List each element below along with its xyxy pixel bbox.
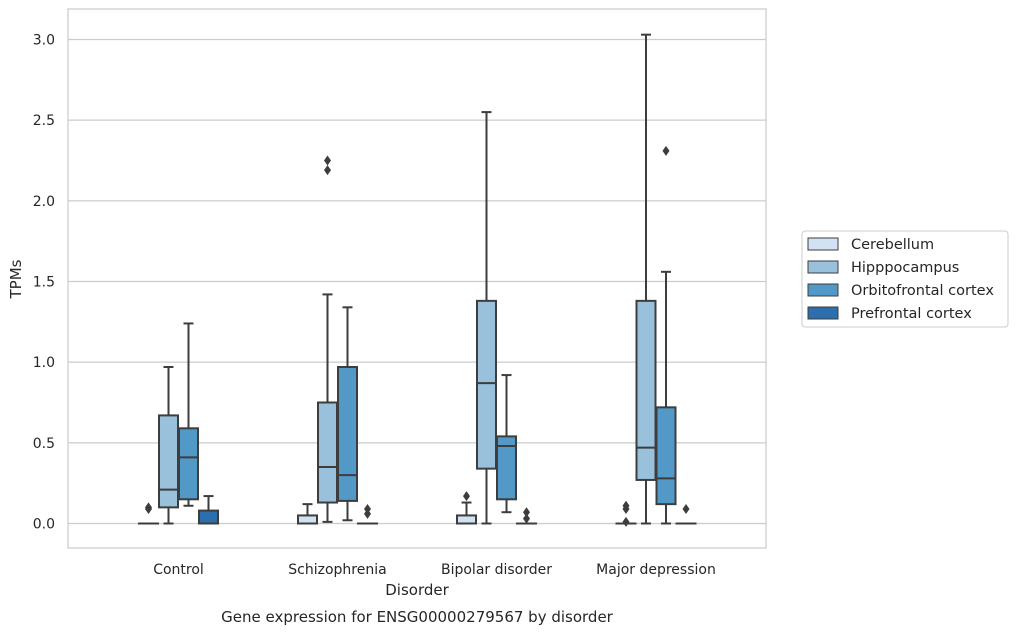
- x-tick-label: Control: [153, 562, 204, 578]
- box-hipppocampus-control: [158, 366, 179, 525]
- box-iqr: [198, 509, 219, 525]
- legend-frame: [801, 230, 1009, 328]
- legend-swatch: [807, 283, 839, 297]
- box-iqr: [178, 427, 199, 501]
- legend-label: Hipppocampus: [851, 260, 959, 276]
- y-axis-ticks: 0.0 0.5 1.0 1.5 2.0 2.5 3.0: [33, 33, 55, 533]
- boxes: [138, 33, 697, 527]
- y-tick-label: 2.5: [33, 113, 55, 129]
- x-axis-label: Disorder: [385, 581, 449, 599]
- y-tick-label: 3.0: [33, 33, 55, 49]
- box-hipppocampus-bipolar-disorder: [476, 111, 497, 525]
- legend-label: Cerebellum: [851, 237, 934, 253]
- box-orbitofrontal-cortex-control: [178, 322, 199, 507]
- box-iqr: [337, 366, 358, 502]
- box-cerebellum-schizophrenia: [297, 503, 318, 525]
- box-cerebellum-control: [138, 502, 159, 525]
- outlier-point: [682, 503, 690, 514]
- y-tick-label: 2.0: [33, 194, 55, 210]
- plot-frame: [67, 8, 767, 549]
- legend-swatch: [807, 306, 839, 320]
- legend-swatch: [807, 237, 839, 251]
- box-iqr: [317, 401, 338, 504]
- box-orbitofrontal-cortex-schizophrenia: [337, 306, 358, 522]
- x-axis-ticks: Control Schizophrenia Bipolar disorder Majo…: [153, 562, 716, 578]
- legend-entry-prefrontal-cortex: Prefrontal cortex: [807, 306, 972, 322]
- box-hipppocampus-major-depression: [635, 33, 657, 525]
- legend-entry-orbitofrontal-cortex: Orbitofrontal cortex: [807, 283, 994, 299]
- legend-label: Prefrontal cortex: [851, 306, 972, 322]
- legend-label: Orbitofrontal cortex: [851, 283, 994, 299]
- box-iqr: [158, 414, 179, 509]
- box-iqr: [496, 435, 517, 501]
- box-prefrontal-cortex-control: [198, 495, 219, 525]
- legend-entry-hippocampus: Hipppocampus: [807, 260, 959, 276]
- x-tick-label: Schizophrenia: [288, 562, 386, 578]
- box-orbitofrontal-cortex-bipolar-disorder: [496, 374, 517, 514]
- box-hipppocampus-schizophrenia: [317, 155, 338, 523]
- box-orbitofrontal-cortex-major-depression: [655, 145, 677, 525]
- box-prefrontal-cortex-major-depression: [675, 503, 697, 525]
- y-axis-label: TPMs: [7, 259, 25, 299]
- outlier-point: [145, 502, 152, 513]
- outlier-point: [622, 516, 630, 527]
- y-tick-label: 1.5: [33, 275, 55, 291]
- outlier-point: [523, 513, 530, 524]
- box-iqr: [635, 299, 657, 481]
- box-iqr: [456, 514, 477, 525]
- outlier-point: [523, 507, 530, 518]
- legend-entry-cerebellum: Cerebellum: [807, 237, 934, 253]
- legend: Cerebellum Hipppocampus Orbitofrontal co…: [801, 230, 1009, 328]
- y-tick-label: 0.0: [33, 517, 55, 533]
- x-tick-label: Major depression: [596, 562, 716, 578]
- x-tick-label: Bipolar disorder: [441, 562, 552, 578]
- outlier-point: [622, 500, 630, 511]
- outlier-point: [463, 491, 470, 502]
- box-prefrontal-cortex-schizophrenia: [357, 503, 378, 525]
- legend-swatch: [807, 260, 839, 274]
- box-cerebellum-bipolar-disorder: [456, 491, 477, 525]
- y-tick-label: 0.5: [33, 436, 55, 452]
- box-cerebellum-major-depression: [615, 500, 637, 527]
- box-iqr: [297, 514, 318, 525]
- box-prefrontal-cortex-bipolar-disorder: [516, 507, 537, 525]
- outlier-point: [324, 155, 331, 166]
- outlier-point: [324, 165, 331, 176]
- outlier-point: [364, 503, 371, 514]
- outlier-point: [662, 145, 670, 156]
- chart-caption: Gene expression for ENSG00000279567 by d…: [221, 608, 614, 626]
- box-iqr: [476, 299, 497, 470]
- y-tick-label: 1.0: [33, 355, 55, 371]
- box-iqr: [655, 406, 677, 506]
